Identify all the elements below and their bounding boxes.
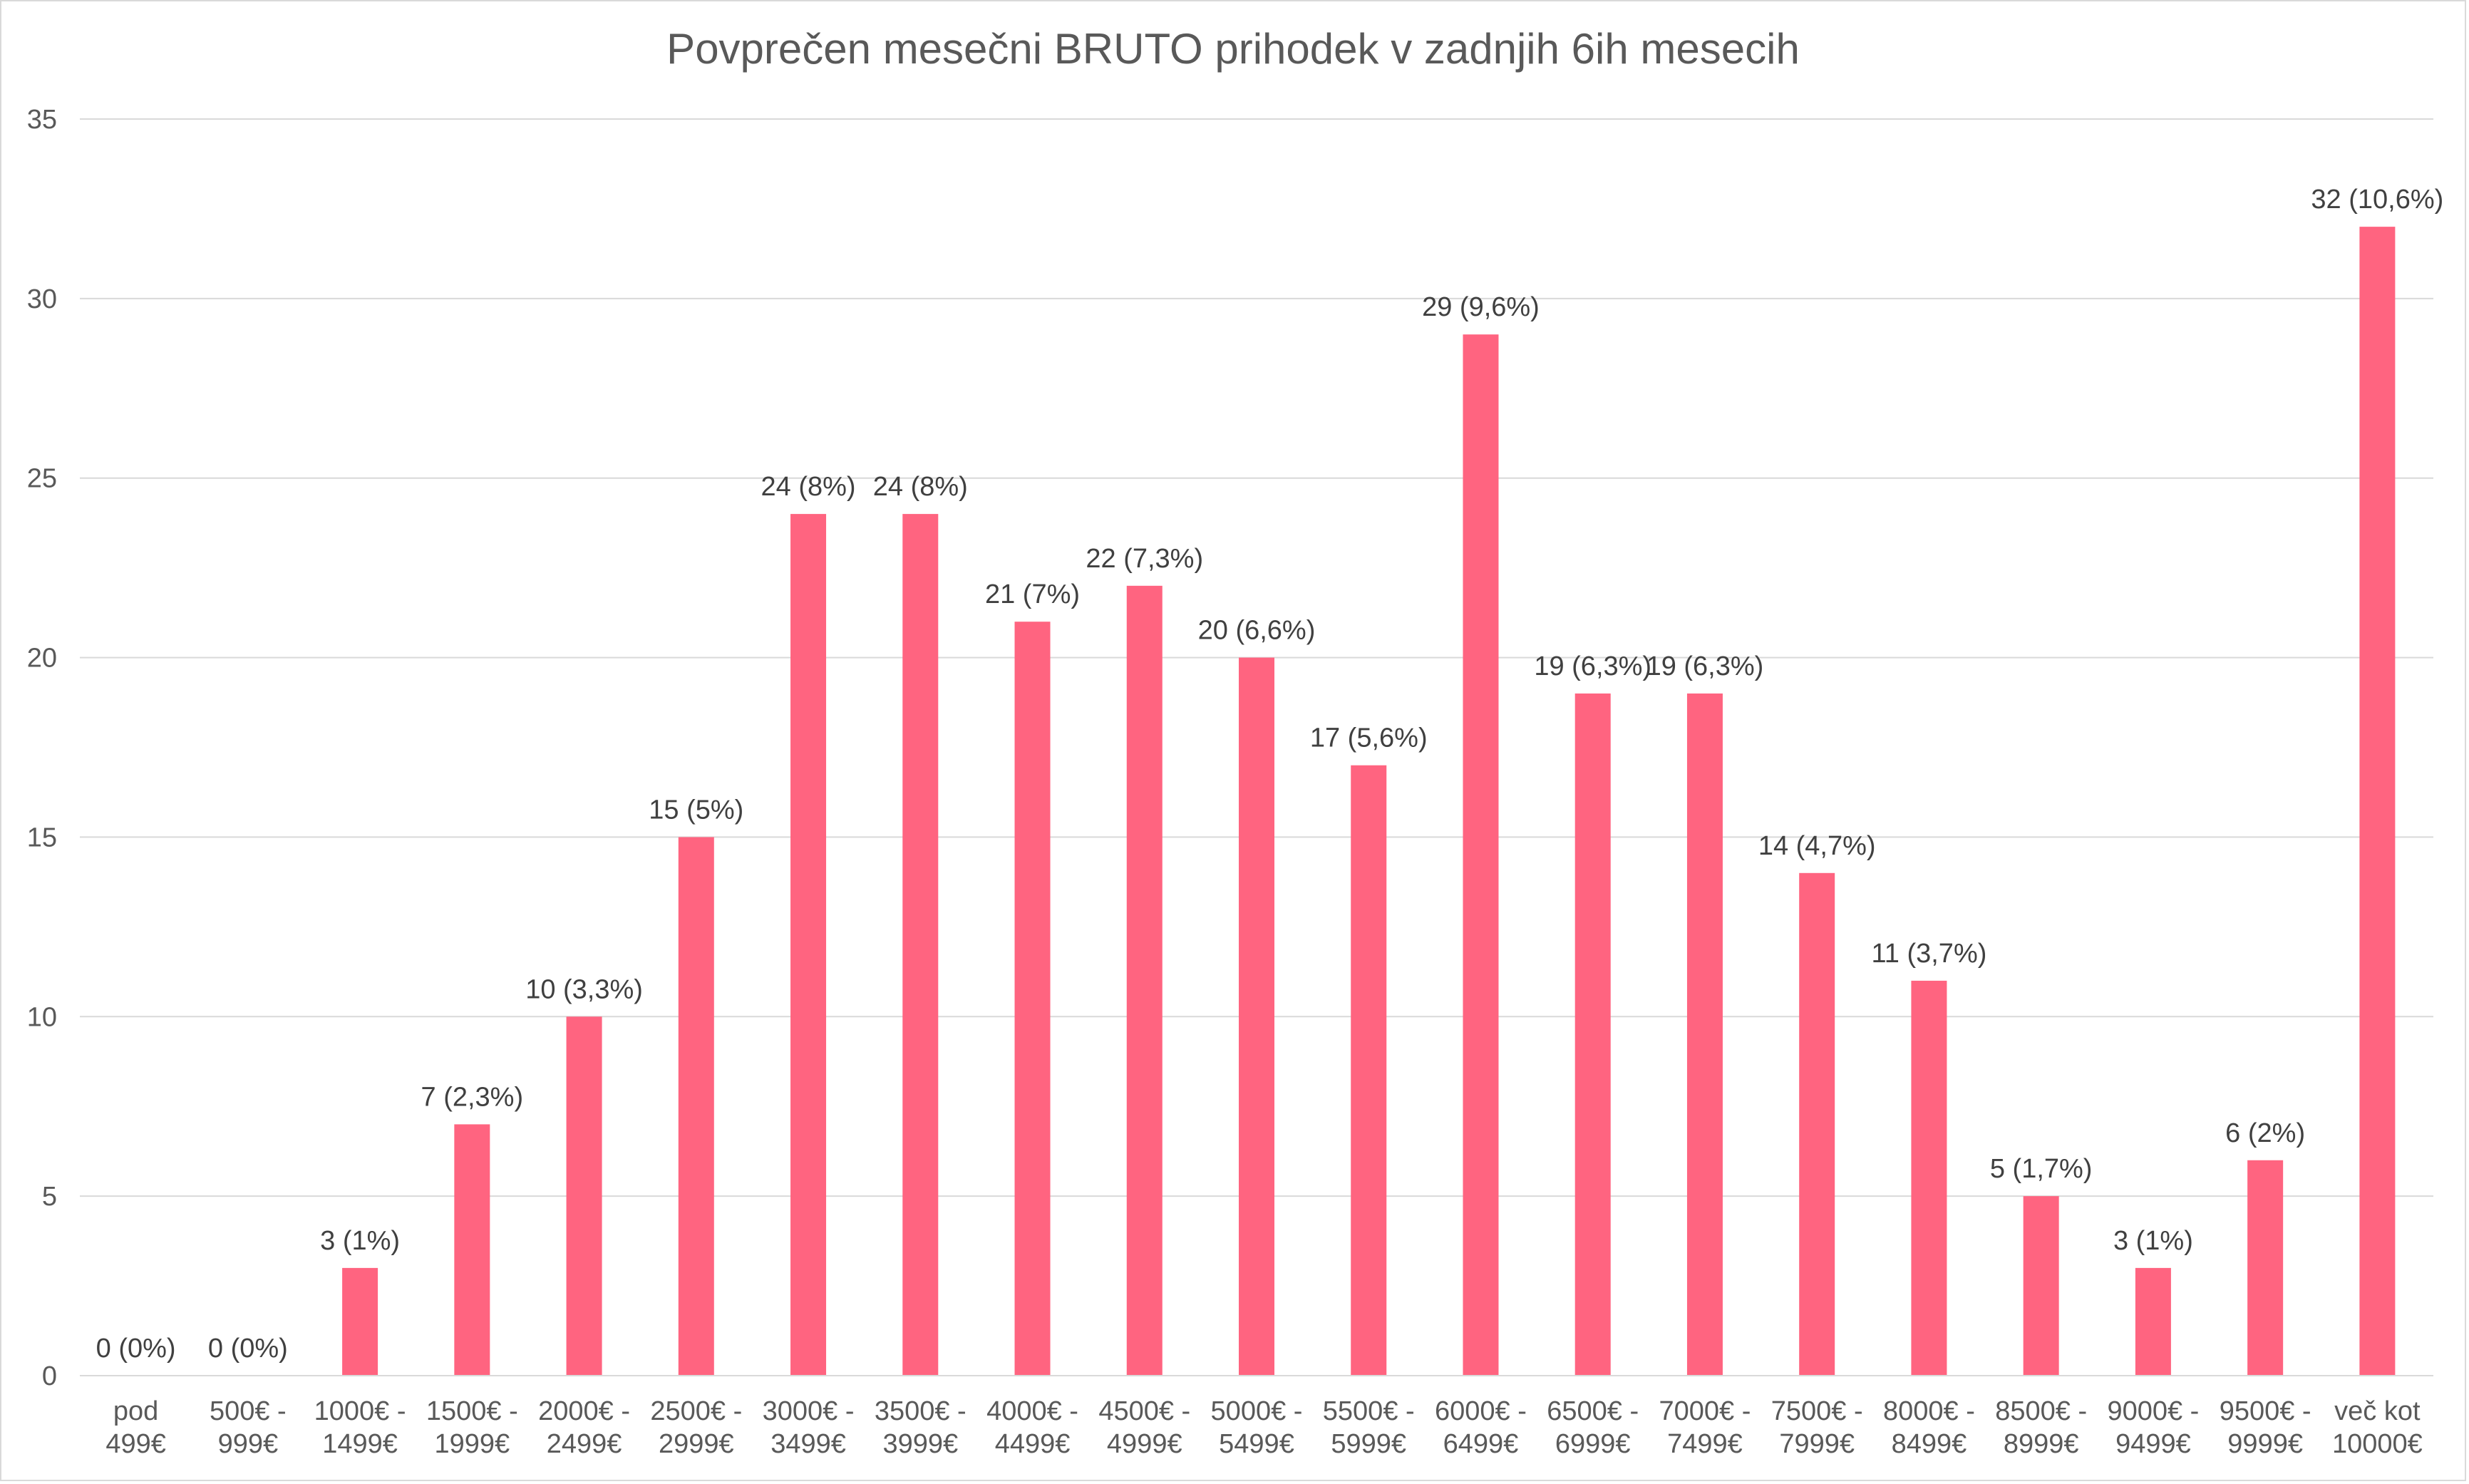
bars: [342, 227, 2396, 1376]
y-tick-label: 15: [27, 823, 57, 852]
bar: [454, 1124, 490, 1376]
x-tick-label: več kot: [2334, 1396, 2421, 1426]
bar: [1574, 693, 1611, 1376]
data-label: 21 (7%): [985, 579, 1080, 609]
x-tick-label: 5500€ -: [1323, 1396, 1415, 1426]
x-tick-label: 4499€: [995, 1429, 1071, 1459]
bar: [2135, 1267, 2171, 1376]
bar: [1911, 980, 1947, 1376]
x-tick-label: 3499€: [770, 1429, 846, 1459]
x-tick-label: 8499€: [1892, 1429, 1967, 1459]
data-label: 0 (0%): [96, 1334, 176, 1364]
y-tick-label: 5: [42, 1182, 57, 1212]
x-tick-label: 4500€ -: [1098, 1396, 1190, 1426]
data-label: 24 (8%): [873, 472, 968, 502]
x-tick-label: 2999€: [659, 1429, 734, 1459]
chart-title: Povprečen mesečni BRUTO prihodek v zadnj…: [666, 25, 1800, 73]
bar: [678, 837, 714, 1376]
x-tick-label: 1999€: [434, 1429, 510, 1459]
x-tick-label: 6999€: [1555, 1429, 1631, 1459]
bar: [2023, 1196, 2059, 1376]
x-tick-label: 1499€: [322, 1429, 398, 1459]
x-tick-label: 6499€: [1443, 1429, 1519, 1459]
x-tick-label: 500€ -: [210, 1396, 287, 1426]
x-tick-label: 3999€: [882, 1429, 958, 1459]
bar: [566, 1016, 602, 1376]
data-label: 5 (1,7%): [1990, 1154, 2093, 1184]
data-label: 20 (6,6%): [1198, 616, 1316, 646]
data-label: 14 (4,7%): [1758, 831, 1876, 861]
data-label: 19 (6,3%): [1534, 651, 1651, 681]
data-label: 7 (2,3%): [421, 1082, 524, 1112]
x-tick-label: pod: [113, 1396, 158, 1426]
x-tick-label: 5000€ -: [1211, 1396, 1303, 1426]
x-tick-label: 3500€ -: [875, 1396, 967, 1426]
data-labels: 0 (0%) 0 (0%) 3 (1%) 7 (2,3%) 10 (3,3%) 15 (5…: [96, 185, 2444, 1364]
x-tick-label: 7000€ -: [1659, 1396, 1751, 1426]
data-label: 10 (3,3%): [525, 974, 643, 1004]
y-tick-label: 10: [27, 1002, 57, 1032]
x-tick-label: 2499€: [547, 1429, 622, 1459]
x-tick-label: 9500€ -: [2220, 1396, 2311, 1426]
bar: [2359, 227, 2396, 1376]
bar: [1351, 765, 1387, 1376]
x-tick-label: 2500€ -: [650, 1396, 742, 1426]
x-tick-label: 9499€: [2115, 1429, 2191, 1459]
x-tick-label: 2000€ -: [538, 1396, 630, 1426]
x-tick-label: 999€: [218, 1429, 279, 1459]
bar: [2247, 1160, 2284, 1376]
data-label: 17 (5,6%): [1310, 723, 1428, 753]
y-tick-label: 20: [27, 644, 57, 674]
x-tick-label: 4999€: [1107, 1429, 1182, 1459]
bar: [902, 514, 939, 1376]
y-tick-label: 30: [27, 284, 57, 314]
bar: [342, 1267, 378, 1376]
data-label: 3 (1%): [320, 1226, 400, 1256]
data-label: 11 (3,7%): [1871, 939, 1986, 969]
x-tick-label: 1000€ -: [314, 1396, 406, 1426]
data-label: 15 (5%): [649, 795, 743, 825]
x-tick-label: 6500€ -: [1547, 1396, 1639, 1426]
y-tick-label: 25: [27, 464, 57, 494]
x-tick-label: 8000€ -: [1883, 1396, 1975, 1426]
x-tick-label: 8500€ -: [1995, 1396, 2087, 1426]
x-tick-label: 6000€ -: [1435, 1396, 1527, 1426]
x-tick-label: 7499€: [1667, 1429, 1743, 1459]
bar: [1126, 585, 1163, 1376]
bar: [1686, 693, 1723, 1376]
x-tick-label: 7500€ -: [1771, 1396, 1863, 1426]
data-label: 0 (0%): [208, 1334, 288, 1364]
bar: [1014, 622, 1051, 1376]
x-tick-label: 8999€: [2004, 1429, 2079, 1459]
data-label: 32 (10,6%): [2311, 185, 2443, 215]
x-tick-label: 499€: [105, 1429, 166, 1459]
x-tick-label: 9999€: [2227, 1429, 2303, 1459]
y-tick-label: 0: [42, 1361, 57, 1391]
x-tick-label: 3000€ -: [763, 1396, 855, 1426]
bar: [1463, 334, 1499, 1376]
x-tick-label: 10000€: [2332, 1429, 2423, 1459]
data-label: 6 (2%): [2225, 1118, 2305, 1148]
x-tick-label: 5999€: [1331, 1429, 1406, 1459]
x-tick-label: 9000€ -: [2107, 1396, 2199, 1426]
bar: [790, 514, 827, 1376]
bar: [1799, 872, 1835, 1376]
data-label: 3 (1%): [2113, 1226, 2193, 1256]
y-tick-label: 35: [27, 105, 57, 135]
data-label: 19 (6,3%): [1646, 651, 1764, 681]
bar: [1239, 657, 1274, 1376]
x-tick-label: 5499€: [1219, 1429, 1294, 1459]
data-label: 29 (9,6%): [1422, 292, 1540, 322]
data-label: 22 (7,3%): [1086, 544, 1203, 574]
x-tick-label: 1500€ -: [426, 1396, 518, 1426]
x-tick-label: 7999€: [1779, 1429, 1855, 1459]
data-label: 24 (8%): [761, 472, 856, 502]
x-tick-label: 4000€ -: [986, 1396, 1078, 1426]
